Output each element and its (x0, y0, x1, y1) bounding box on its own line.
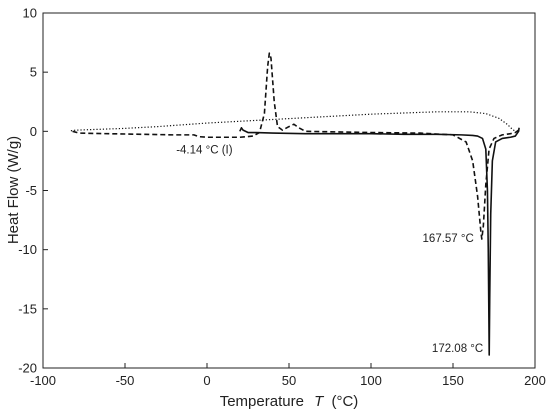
y-tick-label: 5 (30, 65, 37, 80)
x-tick-label: 100 (360, 373, 382, 388)
annotation-label: 167.57 °C (423, 233, 474, 245)
x-axis-title-unit: (°C) (331, 393, 358, 410)
annotation-label: 172.08 °C (432, 343, 483, 355)
plot-frame (42, 12, 536, 369)
series-line-dotted (70, 111, 516, 132)
x-tick-label: -100 (30, 373, 56, 388)
x-tick-label: 50 (282, 373, 296, 388)
y-tick-label: 0 (30, 124, 37, 139)
y-tick-label: -15 (18, 301, 37, 316)
x-tick-label: 200 (524, 373, 546, 388)
x-tick-label: 0 (203, 373, 210, 388)
x-axis-title-text: Temperature (220, 393, 304, 410)
annotations: -4.14 °C (I) 167.57 °C 172.08 °C (176, 145, 483, 355)
y-tick-label: -5 (25, 183, 37, 198)
y-tick-label: 10 (23, 6, 37, 21)
series-group (70, 52, 520, 356)
y-axis-title: Heat Flow (W/g) (5, 136, 22, 244)
x-axis-title-symbol: T (314, 393, 325, 410)
x-tick-label: 150 (442, 373, 464, 388)
y-tick-label: -10 (18, 242, 37, 257)
y-tick-label: -20 (18, 361, 37, 376)
series-line-dashed (72, 52, 520, 240)
x-axis-title: Temperature T (°C) (220, 393, 359, 410)
series-line-solid (239, 126, 520, 356)
x-tick-label: -50 (116, 373, 135, 388)
annotation-label: -4.14 °C (I) (176, 145, 233, 157)
